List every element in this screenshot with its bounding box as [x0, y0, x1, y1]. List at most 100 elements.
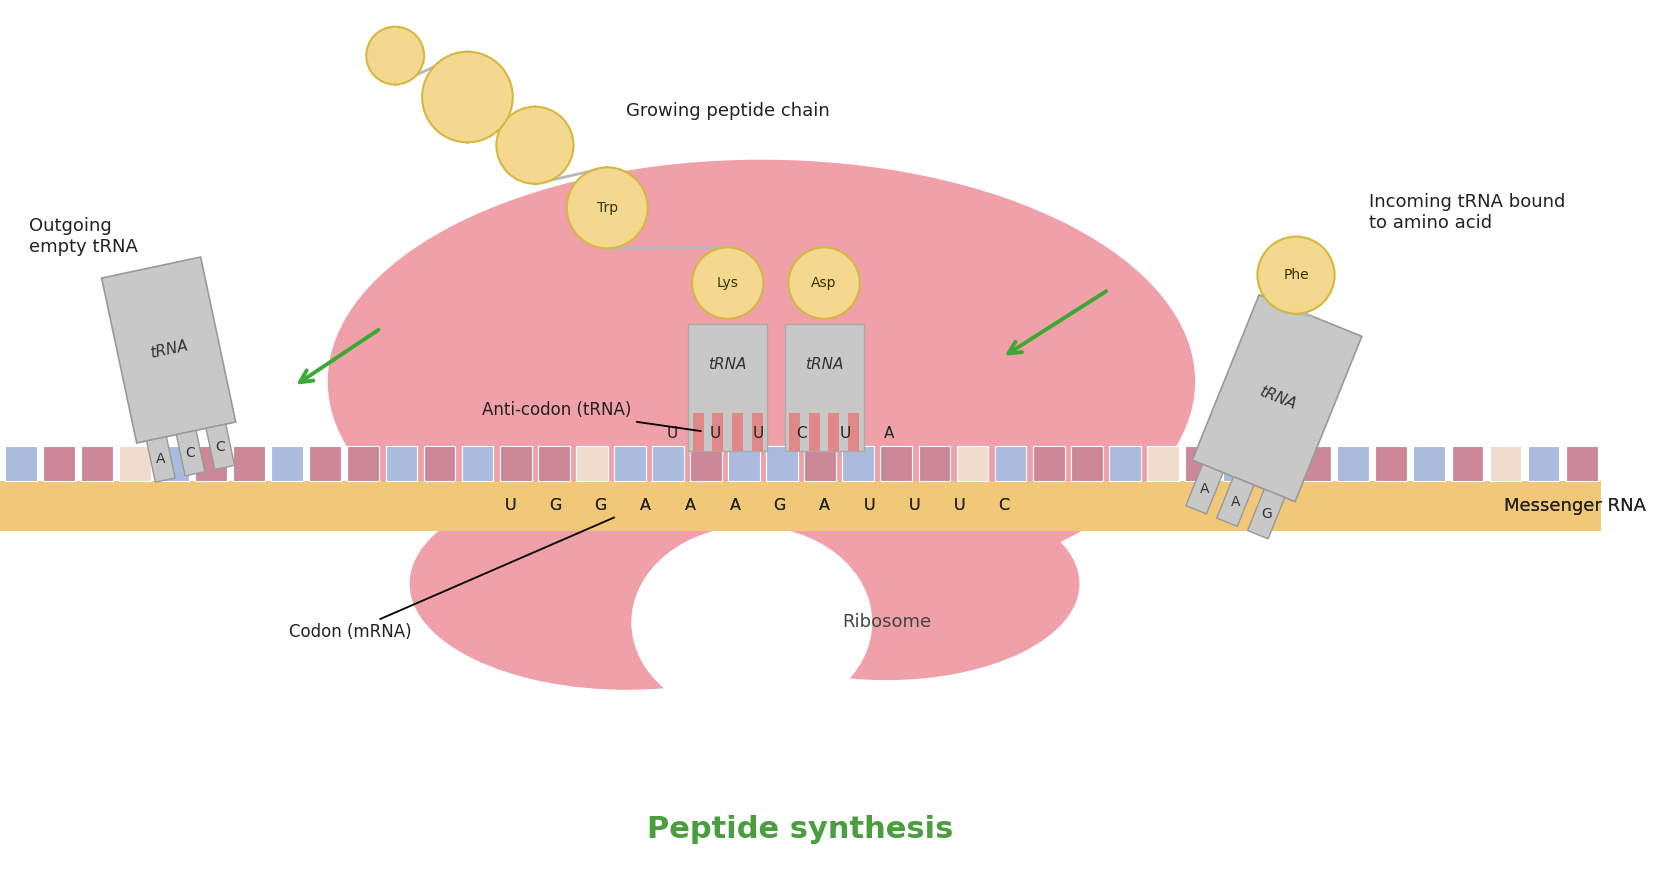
FancyBboxPatch shape — [615, 446, 646, 481]
FancyBboxPatch shape — [653, 446, 684, 481]
Text: U: U — [909, 498, 920, 513]
Text: G: G — [550, 498, 561, 513]
Text: U: U — [864, 498, 875, 513]
FancyBboxPatch shape — [1222, 446, 1256, 481]
FancyBboxPatch shape — [1110, 446, 1141, 481]
FancyBboxPatch shape — [615, 446, 646, 481]
Text: Anti-codon (tRNA): Anti-codon (tRNA) — [482, 401, 701, 431]
FancyBboxPatch shape — [1299, 446, 1330, 481]
Text: U: U — [953, 498, 965, 513]
Text: Asp: Asp — [811, 276, 837, 290]
Text: A: A — [684, 498, 696, 513]
FancyBboxPatch shape — [1184, 446, 1218, 481]
Circle shape — [422, 52, 513, 142]
FancyBboxPatch shape — [804, 446, 835, 481]
FancyBboxPatch shape — [1148, 446, 1179, 481]
FancyBboxPatch shape — [233, 446, 266, 481]
FancyBboxPatch shape — [752, 412, 762, 451]
FancyBboxPatch shape — [1528, 446, 1560, 481]
FancyBboxPatch shape — [766, 446, 797, 481]
Text: C: C — [186, 446, 196, 461]
FancyBboxPatch shape — [784, 324, 864, 451]
Polygon shape — [176, 430, 204, 476]
Polygon shape — [146, 436, 174, 482]
Polygon shape — [1193, 295, 1362, 501]
FancyBboxPatch shape — [1071, 446, 1103, 481]
FancyBboxPatch shape — [1261, 446, 1292, 481]
FancyBboxPatch shape — [1337, 446, 1369, 481]
Text: U: U — [666, 426, 678, 441]
Circle shape — [497, 107, 573, 184]
Circle shape — [367, 27, 424, 84]
FancyBboxPatch shape — [81, 446, 113, 481]
FancyBboxPatch shape — [804, 446, 835, 481]
FancyBboxPatch shape — [880, 446, 912, 481]
FancyBboxPatch shape — [809, 412, 821, 451]
Text: A: A — [1231, 494, 1241, 509]
FancyBboxPatch shape — [689, 446, 723, 481]
Text: G: G — [1261, 507, 1272, 521]
Text: Messenger RNA: Messenger RNA — [1503, 497, 1646, 515]
FancyBboxPatch shape — [196, 446, 228, 481]
Ellipse shape — [631, 526, 872, 718]
FancyBboxPatch shape — [1375, 446, 1407, 481]
FancyBboxPatch shape — [1033, 446, 1065, 481]
Circle shape — [566, 167, 648, 248]
FancyBboxPatch shape — [1222, 446, 1256, 481]
Text: Trp: Trp — [596, 201, 618, 215]
Text: C: C — [998, 498, 1010, 513]
Ellipse shape — [694, 487, 1080, 680]
FancyBboxPatch shape — [271, 446, 302, 481]
FancyBboxPatch shape — [385, 446, 417, 481]
FancyBboxPatch shape — [766, 446, 797, 481]
FancyBboxPatch shape — [576, 446, 608, 481]
FancyBboxPatch shape — [733, 412, 742, 451]
FancyBboxPatch shape — [689, 446, 723, 481]
FancyBboxPatch shape — [1148, 446, 1179, 481]
FancyBboxPatch shape — [1375, 446, 1407, 481]
FancyBboxPatch shape — [789, 412, 801, 451]
FancyBboxPatch shape — [5, 446, 37, 481]
FancyBboxPatch shape — [158, 446, 189, 481]
Text: A: A — [684, 498, 696, 513]
Text: Outgoing
empty tRNA: Outgoing empty tRNA — [28, 218, 138, 256]
FancyBboxPatch shape — [919, 446, 950, 481]
FancyBboxPatch shape — [120, 446, 151, 481]
FancyBboxPatch shape — [500, 446, 532, 481]
FancyBboxPatch shape — [462, 446, 493, 481]
FancyBboxPatch shape — [693, 412, 704, 451]
Text: A: A — [1199, 482, 1209, 496]
FancyBboxPatch shape — [347, 446, 379, 481]
Ellipse shape — [327, 160, 1196, 603]
FancyBboxPatch shape — [81, 446, 113, 481]
Text: Lys: Lys — [718, 276, 739, 290]
FancyBboxPatch shape — [1490, 446, 1521, 481]
Polygon shape — [1218, 477, 1254, 526]
FancyBboxPatch shape — [309, 446, 341, 481]
FancyBboxPatch shape — [1033, 446, 1065, 481]
FancyBboxPatch shape — [1566, 446, 1598, 481]
Text: U: U — [505, 498, 517, 513]
FancyBboxPatch shape — [1566, 446, 1598, 481]
Ellipse shape — [410, 477, 844, 690]
FancyBboxPatch shape — [880, 446, 912, 481]
Text: U: U — [909, 498, 920, 513]
FancyBboxPatch shape — [5, 446, 37, 481]
FancyBboxPatch shape — [43, 446, 75, 481]
Text: U: U — [505, 498, 517, 513]
FancyBboxPatch shape — [1490, 446, 1521, 481]
Text: U: U — [752, 426, 764, 441]
FancyBboxPatch shape — [688, 324, 767, 451]
Text: tRNA: tRNA — [1256, 384, 1297, 412]
FancyBboxPatch shape — [424, 446, 455, 481]
FancyBboxPatch shape — [995, 446, 1026, 481]
FancyBboxPatch shape — [728, 446, 761, 481]
Text: A: A — [819, 498, 830, 513]
FancyBboxPatch shape — [1414, 446, 1445, 481]
Text: U: U — [864, 498, 875, 513]
Circle shape — [789, 247, 860, 319]
FancyBboxPatch shape — [842, 446, 874, 481]
FancyBboxPatch shape — [1299, 446, 1330, 481]
Text: A: A — [156, 453, 166, 467]
FancyBboxPatch shape — [271, 446, 302, 481]
